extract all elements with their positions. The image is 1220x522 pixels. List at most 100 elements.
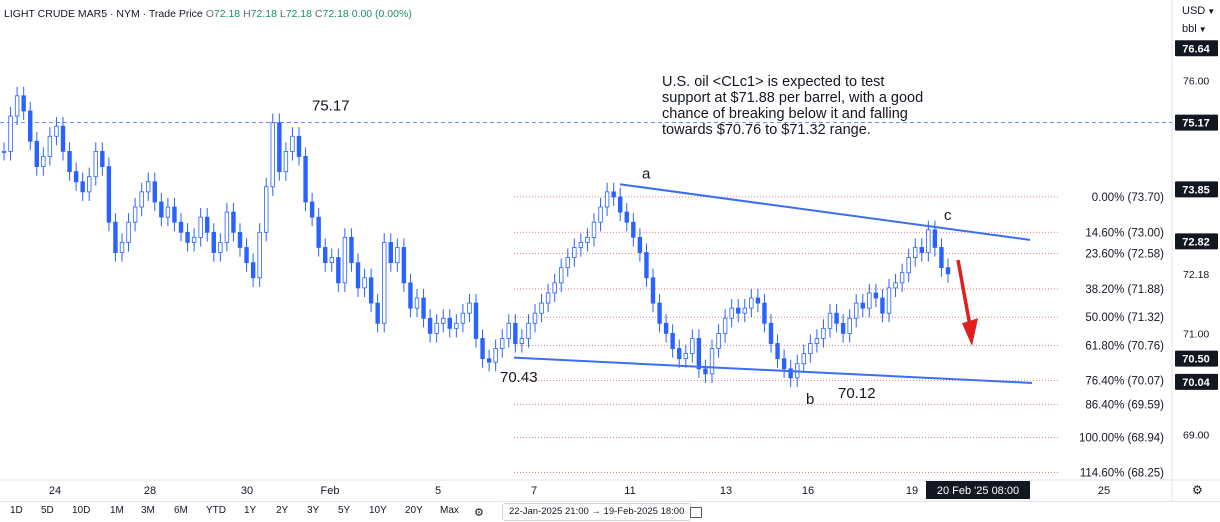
candle-body [821, 327, 826, 339]
wave-label: 70.12 [838, 385, 876, 402]
x-tick-label: 25 [1098, 485, 1110, 497]
y-tick-label: 76.00 [1183, 76, 1209, 88]
candle-body [500, 338, 505, 349]
candle-body [113, 221, 118, 253]
range-button-3m[interactable]: 3M [141, 505, 155, 516]
range-button-1m[interactable]: 1M [110, 505, 124, 516]
candle-body [421, 297, 426, 319]
candle-body [598, 206, 603, 223]
candle-body [296, 135, 302, 157]
x-tick-label: 5 [435, 485, 441, 497]
unit-label: bbl [1182, 23, 1197, 35]
range-button-10d[interactable]: 10D [72, 505, 91, 516]
candle-body [572, 247, 577, 258]
candle-body [893, 282, 898, 289]
range-button-ytd[interactable]: YTD [206, 505, 226, 516]
candle-body [631, 221, 636, 238]
candle-body [854, 302, 859, 319]
chevron-down-icon: ▼ [1198, 25, 1207, 34]
candle-body [8, 115, 13, 152]
x-tick-label: 13 [720, 485, 732, 497]
range-button-20y[interactable]: 20Y [405, 505, 423, 516]
candle-body [932, 229, 938, 248]
candle-body [375, 302, 380, 324]
candle-body [139, 191, 144, 208]
range-button-5y[interactable]: 5Y [338, 505, 351, 516]
wave-label: 75.17 [312, 98, 350, 115]
calendar-icon[interactable] [690, 507, 702, 518]
candle-body [146, 181, 151, 193]
candle-body [106, 166, 112, 223]
wave-label: c [944, 207, 952, 224]
range-button-10y[interactable]: 10Y [369, 505, 387, 516]
fib-level-label: 50.00% (71.32) [1085, 312, 1164, 324]
candle-body [696, 338, 702, 370]
price-tag-box [1175, 233, 1218, 250]
price-tag-box [1175, 350, 1218, 367]
date-range-display[interactable]: 22-Jan-2025 21:00 → 19-Feb-2025 18:00 [502, 503, 692, 521]
range-button-1y[interactable]: 1Y [244, 505, 257, 516]
close-value: 72.18 [322, 8, 349, 20]
wave-label: a [642, 165, 651, 182]
candle-body [709, 348, 715, 375]
candle-body [867, 292, 872, 309]
candle-body [67, 151, 72, 173]
x-tick-label: 28 [144, 485, 156, 497]
currency-unit-selector[interactable]: USD ▼ bbl ▼ [1176, 2, 1218, 40]
range-button-2y[interactable]: 2Y [276, 505, 289, 516]
range-button-3y[interactable]: 3Y [307, 505, 320, 516]
candle-body [722, 317, 728, 334]
candle-body [414, 297, 420, 309]
candle-body [257, 231, 262, 279]
candle-body [775, 343, 780, 360]
bottom-toolbar: 1D 5D 10D 1M 3M 6M YTD 1Y 2Y 3Y 5Y 10Y 20Y Max ⚙ 22-J… [0, 501, 1220, 522]
range-button-6m[interactable]: 6M [174, 505, 188, 516]
candle-body [172, 206, 177, 223]
candle-body [329, 257, 334, 264]
candle-body [454, 322, 459, 329]
gear-icon[interactable]: ⚙ [474, 507, 484, 519]
candle-body [165, 206, 171, 218]
candle-body [663, 322, 669, 334]
candle-body [54, 125, 59, 137]
range-button-max[interactable]: Max [440, 505, 459, 516]
candle-body [87, 176, 92, 193]
currency-select[interactable]: USD ▼ [1176, 2, 1218, 20]
candle-body [309, 201, 315, 218]
y-tick-label: 69.00 [1183, 430, 1209, 442]
candle-body [945, 267, 951, 275]
candle-body [565, 257, 570, 269]
unit-select[interactable]: bbl ▼ [1176, 20, 1218, 38]
candle-body [447, 317, 452, 329]
candle-body [178, 221, 184, 233]
annotation-text: towards $70.76 to $71.32 range. [662, 122, 871, 138]
high-label: H [243, 8, 251, 20]
candle-body [303, 156, 308, 203]
price-tag-box [1175, 181, 1218, 198]
candle-body [906, 257, 911, 274]
fib-level-label: 0.00% (73.70) [1092, 192, 1164, 204]
fib-level-label: 23.60% (72.58) [1085, 249, 1164, 261]
fib-level-label: 38.20% (71.88) [1085, 284, 1164, 296]
lower-trendline [513, 356, 1033, 384]
candle-body [650, 277, 656, 304]
candle-body [80, 181, 85, 193]
candle-body [47, 135, 53, 157]
candle-body [388, 242, 393, 264]
candle-body [191, 236, 197, 243]
candle-body [886, 287, 892, 314]
gear-icon[interactable]: ⚙ [1192, 483, 1203, 497]
candle-body [690, 338, 695, 355]
price-tag-label: 73.85 [1182, 184, 1210, 196]
candle-body [434, 322, 439, 334]
candle-body [519, 338, 525, 344]
range-button-5d[interactable]: 5D [41, 505, 54, 516]
candle-body [637, 236, 643, 253]
range-button-1d[interactable]: 1D [10, 505, 23, 516]
candle-body [808, 343, 813, 355]
crosshair-time-label: 20 Feb '25 08:00 [937, 485, 1019, 497]
annotation-text: U.S. oil <CLc1> is expected to test [662, 74, 884, 90]
symbol-name: LIGHT CRUDE MAR5 · NYM · Trade Price [4, 8, 203, 20]
